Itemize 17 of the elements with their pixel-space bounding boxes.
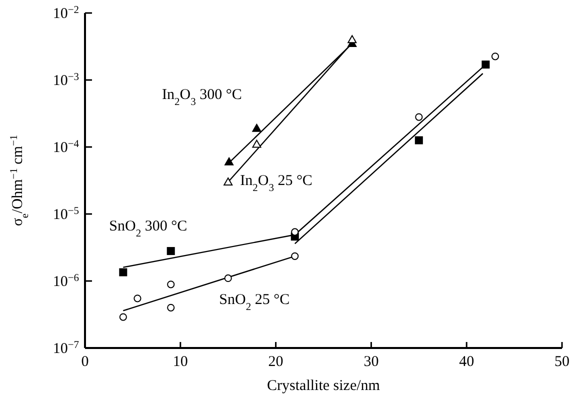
y-tick-label: 10$^{−3}$ bbox=[52, 72, 79, 89]
x-tick-label: 20 bbox=[268, 354, 284, 370]
series-label: In$_{2}$O$_{3}$ 25 °C bbox=[240, 173, 312, 194]
y-tick-label: 10$^{−7}$ bbox=[52, 340, 79, 357]
y-tick-label: 10$^{−5}$ bbox=[52, 206, 79, 223]
x-tick-label: 30 bbox=[364, 354, 379, 370]
series-label: SnO$_{2}$ 300 °C bbox=[109, 218, 188, 239]
series-label: SnO$_{2}$ 25 °C bbox=[219, 292, 290, 313]
x-tick-label: 50 bbox=[554, 354, 570, 370]
y-tick-label: 10$^{−2}$ bbox=[52, 4, 79, 22]
x-tick-label: 0 bbox=[81, 354, 89, 370]
series-label: In$_{2}$O$_{3}$ 300 °C bbox=[162, 86, 242, 108]
x-tick-label: 10 bbox=[172, 354, 188, 370]
y-tick-label: 10$^{−4}$ bbox=[52, 138, 80, 156]
x-axis-title: Crystallite size/nm bbox=[267, 378, 380, 394]
y-tick-label: 10$^{−6}$ bbox=[52, 272, 79, 290]
x-tick-label: 40 bbox=[459, 354, 474, 370]
